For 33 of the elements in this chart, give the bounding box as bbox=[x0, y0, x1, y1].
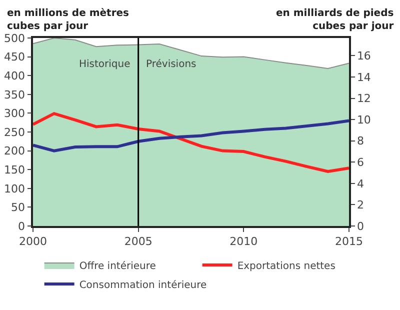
line-series bbox=[33, 112, 349, 173]
y-tick-label: 400 bbox=[4, 69, 26, 82]
y2-tick-label: 6 bbox=[356, 156, 364, 169]
legend-label: Offre intérieure bbox=[79, 260, 156, 272]
y-tick-label: 200 bbox=[4, 144, 26, 158]
y-tick-label: 250 bbox=[4, 126, 26, 139]
y-tick-label: 50 bbox=[11, 201, 26, 214]
y-axis-title: en millions de mètres cubes par jour bbox=[7, 8, 130, 32]
line-series bbox=[33, 119, 349, 152]
annotation: Prévisions bbox=[146, 59, 196, 70]
y2-tick-label: 16 bbox=[356, 50, 371, 63]
y2-tick-label: 10 bbox=[356, 113, 371, 126]
x-tick-label: 2010 bbox=[230, 234, 258, 248]
annotation: Historique bbox=[79, 59, 130, 70]
y-tick-label: 500 bbox=[4, 32, 26, 45]
x-tick-label: 2005 bbox=[124, 234, 152, 248]
y2-tick-label: 8 bbox=[356, 134, 364, 148]
y-tick-label: 0 bbox=[18, 220, 26, 233]
legend-label: Exportations nettes bbox=[237, 260, 336, 272]
y-tick-label: 300 bbox=[4, 107, 26, 120]
y2-tick-label: 4 bbox=[356, 177, 364, 190]
x-tick-label: 2000 bbox=[19, 234, 47, 248]
y2-tick-label: 0 bbox=[356, 220, 364, 233]
y-tick-label: 150 bbox=[4, 163, 26, 176]
y-tick-label: 450 bbox=[4, 50, 26, 64]
y2-tick-label: 2 bbox=[356, 198, 364, 212]
y2-tick-label: 14 bbox=[356, 70, 371, 84]
x-tick-label: 2015 bbox=[335, 234, 363, 248]
y-tick-label: 100 bbox=[4, 182, 26, 196]
y2-axis-title: en milliards de pieds cubes par jour bbox=[276, 8, 394, 32]
y2-tick-label: 12 bbox=[356, 92, 371, 106]
y-tick-label: 350 bbox=[4, 88, 26, 102]
legend-label: Consommation intérieure bbox=[79, 280, 207, 291]
